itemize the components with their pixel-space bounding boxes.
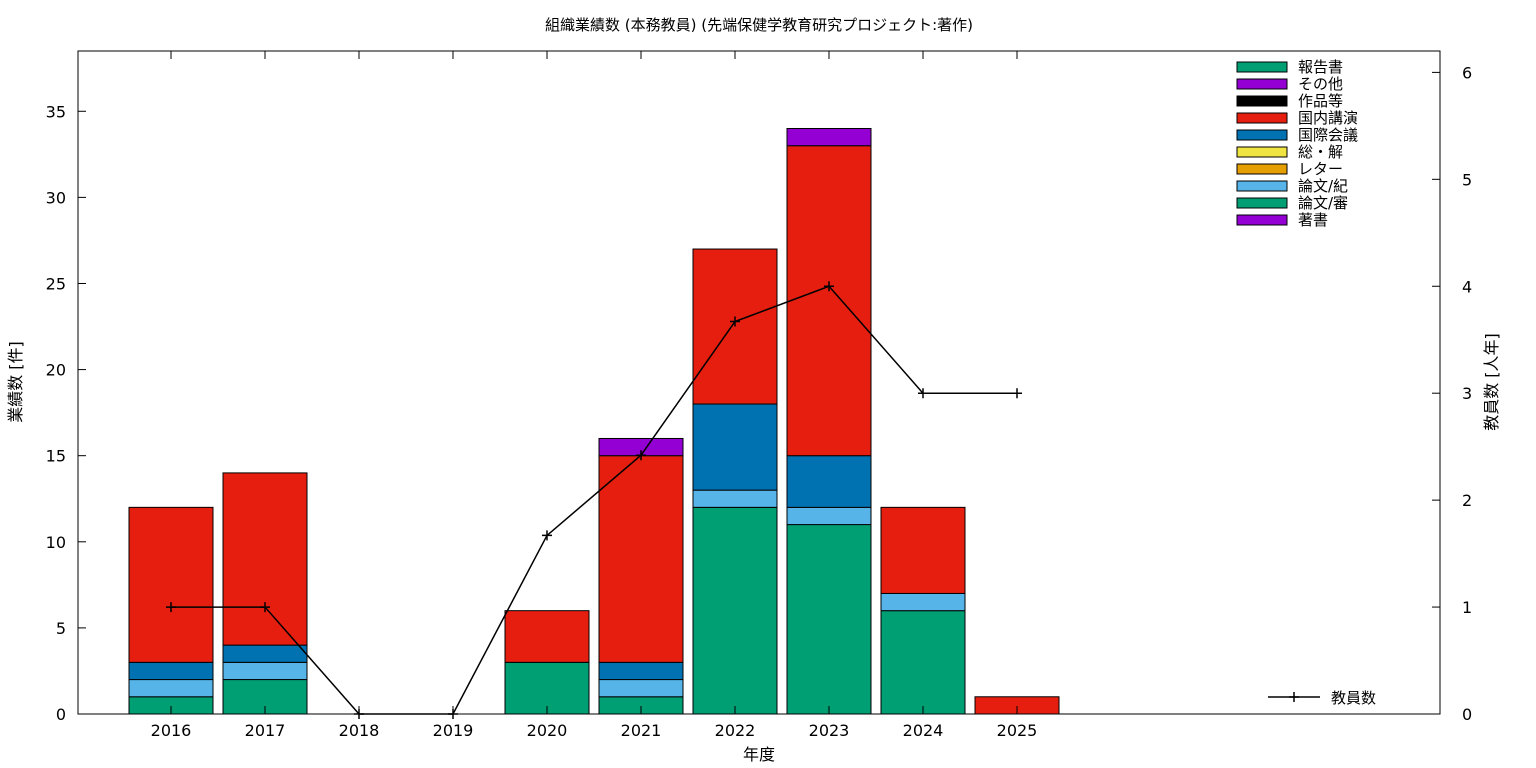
y2-axis-label: 教員数 [人年] [1482, 333, 1501, 431]
y-tick-label: 35 [46, 102, 66, 121]
x-tick-label: 2025 [997, 721, 1038, 740]
line-point-marker [1012, 388, 1022, 399]
line-point-marker [730, 316, 740, 327]
legend-label: 著書 [1298, 211, 1328, 229]
bar-segment [786, 145, 872, 457]
legend-label: その他 [1298, 75, 1343, 93]
legend-swatch [1236, 129, 1288, 141]
bar-segment [222, 661, 308, 681]
bar-segment [880, 610, 966, 715]
bar-segment [222, 472, 308, 646]
y-tick-label: 20 [46, 361, 66, 380]
bar-segment [692, 506, 778, 715]
y-tick-label: 30 [46, 188, 66, 207]
bar-segment [598, 661, 684, 681]
x-tick-label: 2024 [903, 721, 944, 740]
y2-tick-label: 6 [1462, 63, 1472, 82]
line-point-marker [636, 450, 646, 461]
x-tick-label: 2022 [715, 721, 756, 740]
y-tick-label: 25 [46, 274, 66, 293]
legend-label-line: 教員数 [1331, 689, 1376, 707]
y-tick-label: 10 [46, 533, 66, 552]
bar-segment [598, 679, 684, 698]
legend-swatch [1236, 112, 1288, 124]
y-tick-label: 5 [56, 619, 66, 638]
bar-segment [222, 644, 308, 663]
bar-segment [880, 592, 966, 612]
y2-tick-label: 5 [1462, 170, 1472, 189]
legend-swatch [1236, 163, 1288, 175]
x-tick-label: 2023 [809, 721, 850, 740]
legend-label: レター [1298, 160, 1343, 178]
legend-label: 論文/審 [1298, 194, 1348, 212]
x-tick-label: 2017 [245, 721, 286, 740]
legend-swatch [1236, 78, 1288, 90]
legend-swatch [1236, 95, 1288, 107]
y2-tick-label: 2 [1462, 491, 1472, 510]
y2-tick-label: 0 [1462, 705, 1472, 724]
chart-title: 組織業績数 (本務教員) (先端保健学教育研究プロジェクト:著作) [545, 16, 973, 34]
line-point-marker [166, 602, 176, 613]
x-tick-label: 2020 [527, 721, 568, 740]
y-tick-label: 15 [46, 447, 66, 466]
x-tick-label: 2016 [151, 721, 192, 740]
plot-frame [77, 50, 1441, 715]
line-series-teachers [171, 285, 1017, 715]
bar-segment [692, 403, 778, 491]
legend-swatch [1236, 61, 1288, 73]
bar-segment [128, 661, 214, 681]
x-axis-label: 年度 [743, 745, 775, 764]
legend-swatch [1236, 197, 1288, 209]
bar-segment [692, 489, 778, 508]
bar-segment [504, 610, 590, 663]
y2-tick-label: 4 [1462, 277, 1472, 296]
bar-segment [128, 679, 214, 698]
y2-tick-label: 1 [1462, 598, 1472, 617]
legend-label: 国際会議 [1298, 126, 1358, 144]
bar-segment [128, 506, 214, 663]
legend-swatch [1236, 146, 1288, 158]
y2-tick-label: 3 [1462, 384, 1472, 403]
y-axis-label: 業績数 [件] [6, 341, 25, 423]
legend-label: 報告書 [1298, 58, 1343, 76]
bar-segment [786, 506, 872, 526]
x-tick-label: 2019 [433, 721, 474, 740]
legend-label: 総・解 [1298, 143, 1343, 161]
x-tick-label: 2018 [339, 721, 380, 740]
legend-label: 作品等 [1298, 92, 1343, 110]
bar-segment [598, 455, 684, 663]
line-point-marker [918, 388, 928, 399]
legend-label: 国内講演 [1298, 109, 1358, 127]
legend-line-marker [1289, 692, 1299, 702]
bar-segment [880, 506, 966, 594]
bar-layer [128, 127, 1060, 715]
line-point-marker [260, 602, 270, 613]
legend-swatch [1236, 214, 1288, 226]
legend-swatch [1236, 180, 1288, 192]
bar-segment [786, 455, 872, 508]
legend-label: 論文/紀 [1298, 177, 1348, 195]
y-tick-label: 0 [56, 705, 66, 724]
bar-segment [786, 524, 872, 715]
line-point-marker [824, 281, 834, 292]
bar-segment [786, 127, 872, 147]
x-tick-label: 2021 [621, 721, 662, 740]
line-point-marker [542, 530, 552, 541]
